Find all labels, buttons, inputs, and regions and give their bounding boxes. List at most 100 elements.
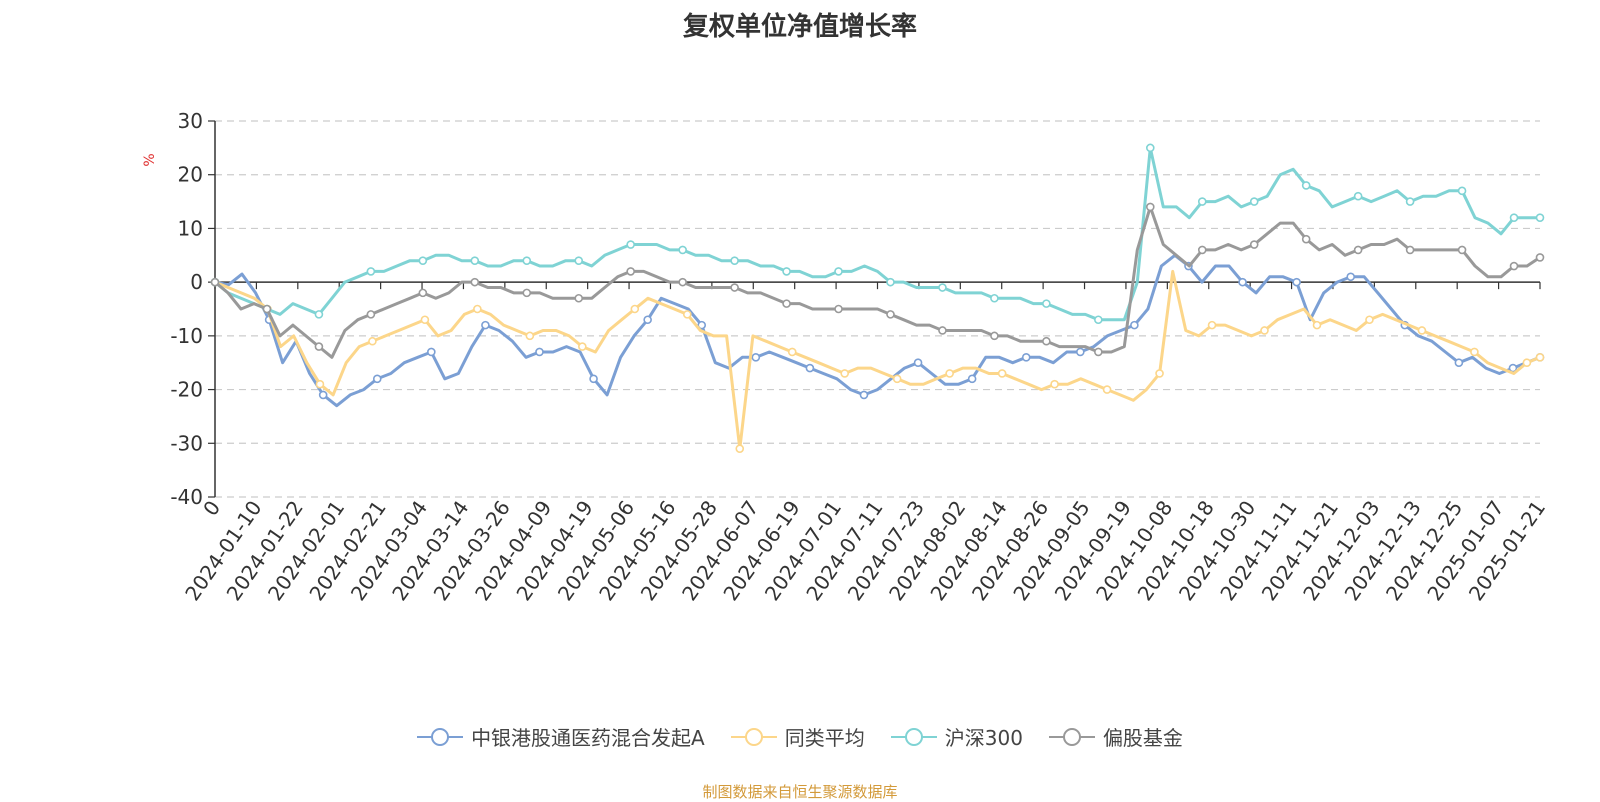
data-point (315, 379, 325, 389)
data-point (1535, 253, 1545, 262)
data-point (730, 283, 739, 292)
data-point (578, 342, 587, 351)
data-point (574, 293, 584, 303)
data-point (535, 347, 544, 357)
data-point (643, 315, 652, 325)
data-point (630, 304, 640, 314)
data-point (735, 444, 745, 453)
data-point (262, 304, 272, 314)
data-point (1509, 213, 1519, 222)
data-point (751, 353, 761, 362)
data-point (945, 369, 954, 378)
legend-label: 沪深300 (944, 726, 1023, 750)
data-point (1042, 336, 1051, 346)
chart-title: 复权单位净值增长率 (682, 12, 917, 42)
data-point (522, 288, 532, 298)
data-point (697, 320, 707, 330)
data-point (1130, 320, 1139, 330)
line-chart: -40-30-20-10010203002024-01-102024-01-22… (142, 109, 1550, 605)
data-point (314, 342, 324, 351)
data-point (626, 240, 635, 249)
y-tick-label: -30 (170, 431, 203, 455)
series-line (214, 205, 1541, 359)
data-point (318, 390, 328, 400)
data-point (834, 304, 843, 314)
data-point (1042, 299, 1051, 308)
data-point (1238, 277, 1247, 287)
data-point (210, 277, 220, 287)
legend-marker-icon (890, 727, 937, 746)
legend-item-peer-average[interactable]: 同类平均 (730, 722, 865, 751)
data-point (1535, 353, 1545, 362)
legend-marker-icon (730, 727, 777, 746)
data-point (1155, 369, 1164, 378)
legend-label: 中银港股通医药混合发起A (471, 726, 705, 750)
data-point (1457, 186, 1467, 196)
data-point (1249, 197, 1259, 206)
legend-item-csi300[interactable]: 沪深300 (890, 722, 1023, 751)
data-point (314, 310, 324, 319)
series-line (214, 253, 1541, 408)
data-point (1076, 347, 1085, 357)
data-point (938, 326, 947, 335)
data-point (481, 320, 490, 330)
data-point (418, 288, 428, 298)
y-tick-label: 30 (178, 109, 203, 133)
data-point (427, 347, 436, 357)
data-point (892, 374, 902, 384)
y-tick-label: 0 (190, 270, 203, 294)
legend: 中银港股通医药混合发起A 同类平均 沪深300 偏股基金 (0, 722, 1600, 751)
data-point (1405, 245, 1415, 255)
data-point (420, 315, 430, 325)
data-point (1509, 261, 1519, 271)
data-point (1197, 197, 1207, 206)
data-point (470, 277, 480, 287)
data-point (782, 267, 791, 276)
data-point (1353, 191, 1363, 201)
data-point (859, 390, 869, 400)
data-point (366, 267, 376, 276)
series-line (214, 146, 1540, 322)
data-point (1470, 347, 1479, 357)
data-point (997, 369, 1007, 378)
data-source-note: 制图数据来自恒生聚源数据库 (702, 783, 898, 801)
data-point (834, 267, 843, 276)
data-point (1535, 213, 1545, 222)
data-point (418, 256, 428, 265)
data-point (1353, 245, 1363, 255)
data-point (1292, 277, 1301, 287)
data-point (626, 267, 635, 276)
data-point (840, 369, 850, 378)
legend-marker-icon (417, 727, 464, 746)
axes: -40-30-20-10010203002024-01-102024-01-22… (170, 109, 1550, 605)
data-point (886, 277, 895, 287)
data-point (589, 374, 598, 384)
legend-label: 偏股基金 (1102, 726, 1183, 750)
data-point (782, 299, 791, 308)
legend-item-fund[interactable]: 中银港股通医药混合发起A (417, 722, 705, 751)
data-point (1021, 353, 1031, 362)
data-point (1094, 315, 1103, 325)
legend-item-equity-fund[interactable]: 偏股基金 (1048, 722, 1183, 751)
y-tick-label: 10 (178, 216, 203, 240)
data-point (1405, 197, 1415, 206)
y-axis-label: % (142, 153, 158, 166)
data-point (1207, 320, 1217, 330)
data-point (805, 363, 815, 373)
data-point (886, 310, 895, 319)
data-point (990, 293, 999, 303)
data-point (1417, 326, 1427, 335)
data-point (1346, 272, 1356, 282)
data-point (1145, 143, 1155, 153)
data-point (1454, 358, 1464, 368)
data-point (967, 374, 977, 384)
data-point (938, 283, 947, 292)
legend-marker-icon (1048, 727, 1095, 746)
data-point (678, 245, 687, 255)
data-point (1260, 326, 1269, 335)
y-tick-label: -40 (170, 485, 203, 509)
data-point (366, 310, 376, 319)
data-point (1301, 234, 1311, 244)
data-point (1094, 347, 1103, 357)
data-point (1365, 315, 1374, 325)
